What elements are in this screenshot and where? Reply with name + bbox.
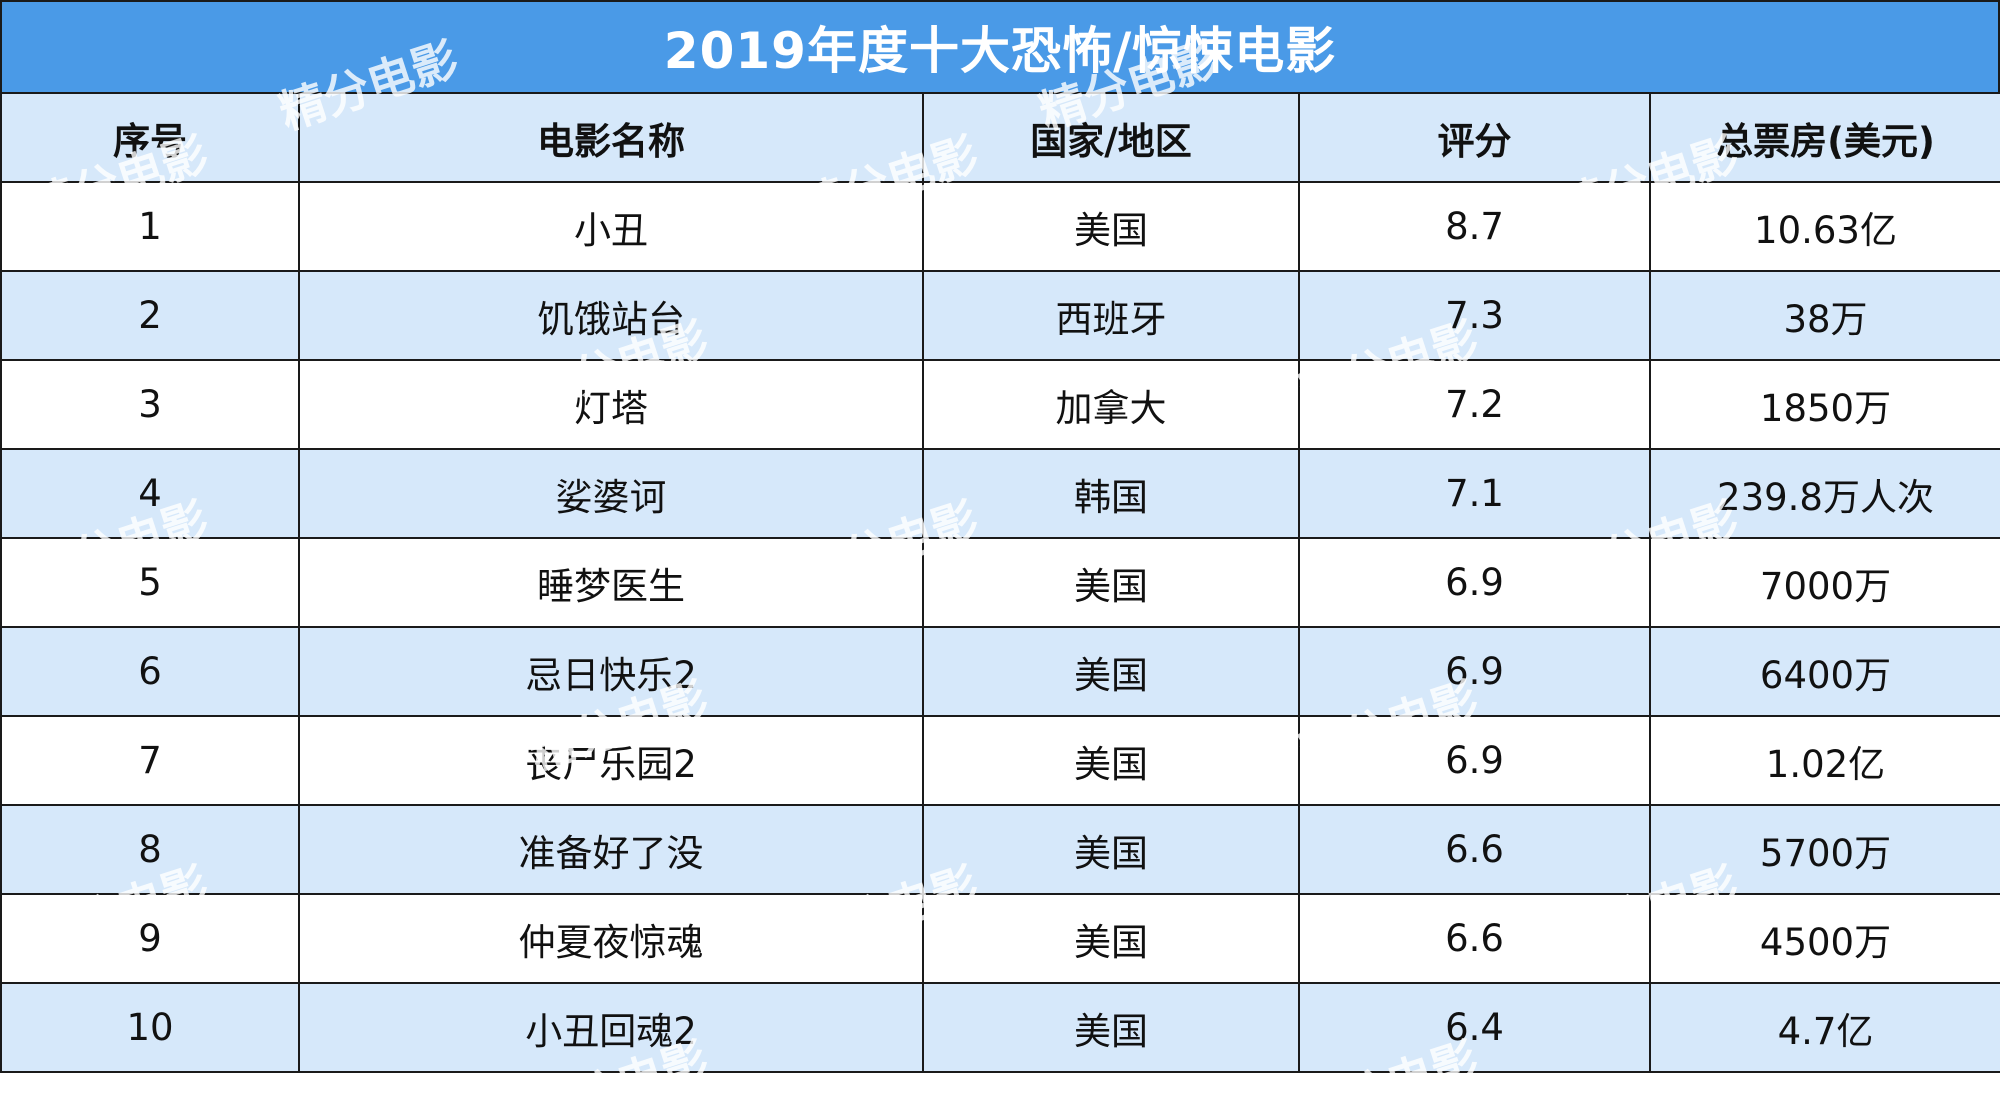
rank-cell: 8	[0, 804, 300, 895]
rank-cell: 9	[0, 893, 300, 984]
score-cell: 6.9	[1298, 537, 1651, 628]
table-row: 1 小丑 美国 8.7 10.63亿	[0, 181, 2000, 272]
box-office-cell: 38万	[1649, 270, 2000, 361]
movie-name-cell: 娑婆诃	[298, 448, 924, 539]
box-office-cell: 5700万	[1649, 804, 2000, 895]
table-row: 8 准备好了没 美国 6.6 5700万	[0, 804, 2000, 895]
box-office-cell: 6400万	[1649, 626, 2000, 717]
table-row: 7 丧尸乐园2 美国 6.9 1.02亿	[0, 715, 2000, 806]
movie-name-cell: 小丑回魂2	[298, 982, 924, 1073]
country-cell: 美国	[922, 893, 1300, 984]
box-office-cell: 7000万	[1649, 537, 2000, 628]
movie-name-cell: 丧尸乐园2	[298, 715, 924, 806]
rank-cell: 5	[0, 537, 300, 628]
rank-cell: 2	[0, 270, 300, 361]
table-title: 2019年度十大恐怖/惊悚电影	[0, 0, 2000, 92]
header-row: 序号 电影名称 国家/地区 评分 总票房(美元)	[0, 92, 2000, 183]
table-row: 10 小丑回魂2 美国 6.4 4.7亿	[0, 982, 2000, 1073]
movie-name-cell: 仲夏夜惊魂	[298, 893, 924, 984]
score-cell: 6.9	[1298, 715, 1651, 806]
score-cell: 6.6	[1298, 804, 1651, 895]
movie-name-cell: 灯塔	[298, 359, 924, 450]
score-cell: 6.4	[1298, 982, 1651, 1073]
column-header-box-office: 总票房(美元)	[1649, 92, 2000, 183]
movie-name-cell: 忌日快乐2	[298, 626, 924, 717]
rank-cell: 4	[0, 448, 300, 539]
score-cell: 8.7	[1298, 181, 1651, 272]
movie-name-cell: 准备好了没	[298, 804, 924, 895]
movie-name-cell: 饥饿站台	[298, 270, 924, 361]
score-cell: 7.1	[1298, 448, 1651, 539]
rank-cell: 6	[0, 626, 300, 717]
score-cell: 6.9	[1298, 626, 1651, 717]
column-header-movie-name: 电影名称	[298, 92, 924, 183]
rank-cell: 7	[0, 715, 300, 806]
country-cell: 美国	[922, 982, 1300, 1073]
table-row: 4 娑婆诃 韩国 7.1 239.8万人次	[0, 448, 2000, 539]
table-row: 6 忌日快乐2 美国 6.9 6400万	[0, 626, 2000, 717]
table-row: 3 灯塔 加拿大 7.2 1850万	[0, 359, 2000, 450]
box-office-cell: 4500万	[1649, 893, 2000, 984]
score-cell: 7.2	[1298, 359, 1651, 450]
country-cell: 西班牙	[922, 270, 1300, 361]
country-cell: 美国	[922, 715, 1300, 806]
table-row: 2 饥饿站台 西班牙 7.3 38万	[0, 270, 2000, 361]
score-cell: 7.3	[1298, 270, 1651, 361]
country-cell: 美国	[922, 804, 1300, 895]
rank-cell: 3	[0, 359, 300, 450]
box-office-cell: 239.8万人次	[1649, 448, 2000, 539]
rank-cell: 10	[0, 982, 300, 1073]
country-cell: 加拿大	[922, 359, 1300, 450]
country-cell: 美国	[922, 626, 1300, 717]
country-cell: 韩国	[922, 448, 1300, 539]
box-office-cell: 1.02亿	[1649, 715, 2000, 806]
box-office-cell: 4.7亿	[1649, 982, 2000, 1073]
score-cell: 6.6	[1298, 893, 1651, 984]
column-header-country: 国家/地区	[922, 92, 1300, 183]
country-cell: 美国	[922, 181, 1300, 272]
country-cell: 美国	[922, 537, 1300, 628]
table-row: 5 睡梦医生 美国 6.9 7000万	[0, 537, 2000, 628]
table-row: 9 仲夏夜惊魂 美国 6.6 4500万	[0, 893, 2000, 984]
movie-name-cell: 小丑	[298, 181, 924, 272]
column-header-rank: 序号	[0, 92, 300, 183]
column-header-score: 评分	[1298, 92, 1651, 183]
box-office-cell: 1850万	[1649, 359, 2000, 450]
rank-cell: 1	[0, 181, 300, 272]
box-office-cell: 10.63亿	[1649, 181, 2000, 272]
movie-name-cell: 睡梦医生	[298, 537, 924, 628]
movie-table: 序号 电影名称 国家/地区 评分 总票房(美元) 1 小丑 美国 8.7 10.63亿 2…	[0, 92, 2000, 1073]
